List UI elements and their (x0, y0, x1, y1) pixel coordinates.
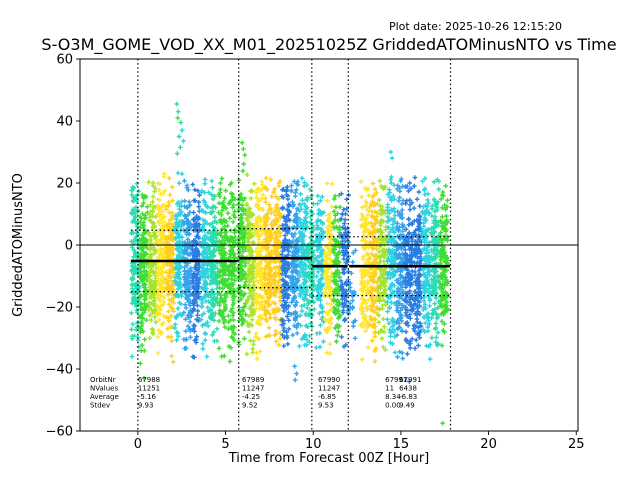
stats-value: 67991 (385, 376, 407, 384)
scatter-band (358, 179, 371, 362)
chart-title: S-O3M_GOME_VOD_XX_M01_20251025Z GriddedA… (41, 35, 616, 55)
stats-value: 67990 (318, 376, 340, 384)
plot-date-label: Plot date: 2025-10-26 12:15:20 (389, 20, 562, 33)
x-tick-label: 10 (305, 437, 322, 452)
x-tick-label: 20 (480, 437, 497, 452)
scatter-band (429, 177, 442, 348)
x-tick-label: 5 (221, 437, 229, 452)
stats-row-label: NValues (90, 385, 118, 393)
scatter-band (155, 171, 168, 356)
y-tick-label: 40 (56, 115, 73, 130)
stats-value: -5.16 (138, 393, 157, 401)
stats-value: 9.52 (242, 402, 258, 410)
stats-value: 11 (385, 385, 394, 393)
scatter-band (411, 175, 424, 351)
scatter-band (235, 161, 248, 347)
scatter-band (198, 177, 212, 359)
y-tick-label: 0 (65, 239, 73, 254)
scatter-band (172, 170, 185, 343)
stats-row-label: OrbitNr (90, 376, 116, 384)
stats-value: 6438 (399, 385, 417, 393)
stats-value: 67991 (399, 376, 421, 384)
y-axis-label: GriddedATOMinusNTO (11, 173, 26, 317)
scatter-band (330, 193, 343, 344)
x-tick-label: 0 (134, 437, 142, 452)
scatter-band (137, 192, 150, 366)
reference-lines-layer (80, 59, 578, 431)
scatter-band (244, 172, 257, 357)
scatter-band (262, 175, 275, 339)
scatter-outliers (141, 115, 445, 426)
scatter-band (322, 181, 335, 356)
scatter-band (402, 180, 415, 357)
scatter-band (207, 178, 220, 344)
scatter-band (385, 174, 398, 355)
scatter-band (129, 181, 142, 359)
stats-value: 8.34 (385, 393, 401, 401)
y-tick-label: −60 (46, 425, 73, 440)
scatter-band (279, 184, 292, 349)
x-tick-label: 15 (393, 437, 410, 452)
stats-row-label: Stdev (90, 402, 110, 410)
stats-value: 9.93 (138, 402, 154, 410)
scatter-outliers (174, 101, 184, 156)
stats-value: 67988 (138, 376, 160, 384)
stats-value: 9.49 (399, 402, 415, 410)
stats-value: -6.83 (399, 393, 417, 401)
scatter-band (181, 178, 194, 351)
scatter-band (288, 179, 301, 369)
scatter-band (420, 176, 433, 362)
stats-value: 0.00 (385, 402, 401, 410)
scatter-band (253, 179, 266, 361)
stats-row-label: Average (90, 393, 119, 401)
scatter-band (338, 191, 351, 349)
scatter-band (216, 176, 229, 359)
x-tick-label: 25 (568, 437, 585, 452)
stats-value: 11251 (138, 385, 160, 393)
scatter-band (225, 180, 238, 364)
axes-layer: 0 5 10 15 20 25 −60 −40 −20 0 20 40 60 (46, 53, 585, 453)
scatter-outliers (407, 379, 412, 384)
y-tick-label: 20 (56, 177, 73, 192)
scatter-band (163, 176, 177, 365)
scatter-outliers (292, 292, 356, 383)
y-tick-label: 60 (56, 53, 73, 68)
scatter-outliers (179, 128, 395, 161)
stats-value: -6.85 (318, 393, 336, 401)
stats-value: -4.25 (242, 393, 260, 401)
stats-value: 11247 (318, 385, 340, 393)
x-axis-label: Time from Forecast 00Z [Hour] (228, 451, 430, 466)
scatter-band (146, 179, 159, 341)
stats-value: 9.53 (318, 402, 334, 410)
stats-value: 67989 (242, 376, 264, 384)
stats-value: 11247 (242, 385, 264, 393)
y-tick-label: −40 (46, 363, 73, 378)
y-tick-label: −20 (46, 301, 73, 316)
